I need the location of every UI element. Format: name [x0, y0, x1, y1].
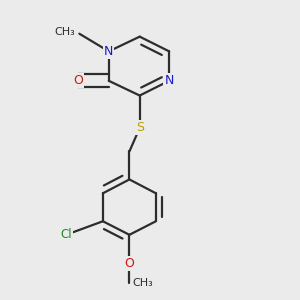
- Text: N: N: [104, 45, 113, 58]
- Text: O: O: [124, 257, 134, 270]
- Text: N: N: [164, 74, 174, 87]
- Text: S: S: [136, 122, 144, 134]
- Text: CH₃: CH₃: [54, 27, 75, 37]
- Text: Cl: Cl: [60, 228, 72, 241]
- Text: O: O: [73, 74, 83, 87]
- Text: CH₃: CH₃: [132, 278, 153, 288]
